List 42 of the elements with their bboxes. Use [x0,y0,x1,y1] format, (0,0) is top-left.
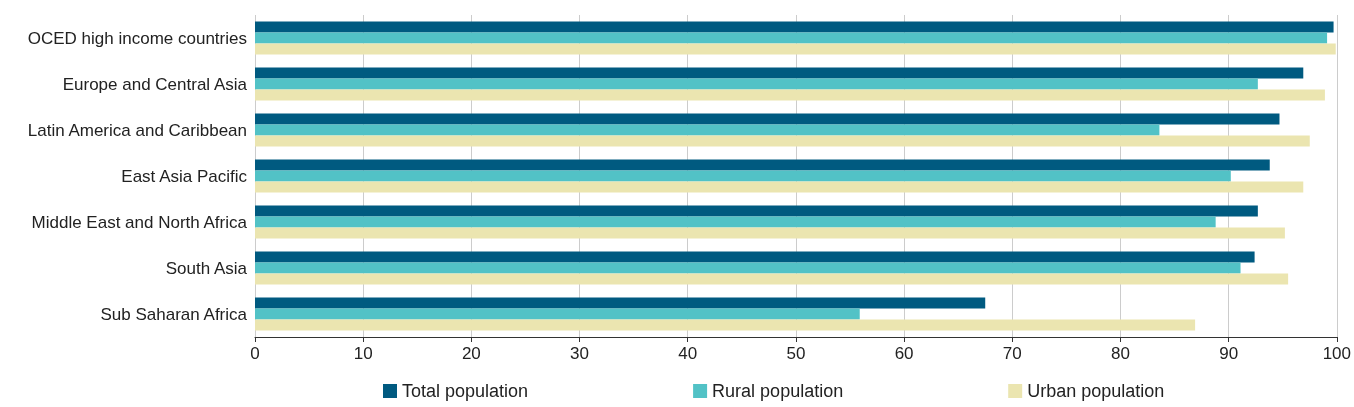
x-tick-label: 20 [461,344,481,363]
bar [255,216,1216,228]
x-tick-label: 10 [353,344,373,363]
bar [255,170,1231,182]
x-tick-label: 60 [894,344,914,363]
y-tick-label: Europe and Central Asia [62,74,248,94]
bar [255,21,1334,33]
y-tick-label: East Asia Pacific [121,166,248,186]
bar [255,135,1310,147]
y-tick-label: Middle East and North Africa [31,212,248,232]
x-tick-label: 50 [786,344,806,363]
bar [255,227,1285,239]
x-tick-label: 80 [1110,344,1130,363]
bar [255,273,1289,285]
bar [255,205,1258,217]
y-tick-label: South Asia [165,258,248,278]
x-tick-label: 40 [678,344,698,363]
bar [255,124,1160,136]
bar [255,262,1241,274]
bar [255,319,1196,331]
bar [255,67,1304,79]
legend-label: Urban population [1027,381,1165,401]
bar [255,159,1270,171]
x-tick-label: 0 [250,344,260,363]
bar [255,43,1336,55]
bar [255,78,1258,90]
y-tick-label: OCED high income countries [27,28,247,48]
bar [255,181,1304,193]
bar [255,308,860,320]
bar [255,297,986,309]
y-tick-label: Sub Saharan Africa [100,304,248,324]
bar [255,89,1325,101]
bar [255,251,1255,263]
x-tick-label: 90 [1219,344,1239,363]
x-tick-label: 100 [1322,344,1352,363]
x-tick-label: 30 [570,344,590,363]
legend-label: Total population [402,381,529,401]
bar [255,113,1280,125]
legend-label: Rural population [712,381,844,401]
x-tick-label: 70 [1002,344,1022,363]
y-tick-label: Latin America and Caribbean [27,120,247,140]
bar [255,32,1328,44]
